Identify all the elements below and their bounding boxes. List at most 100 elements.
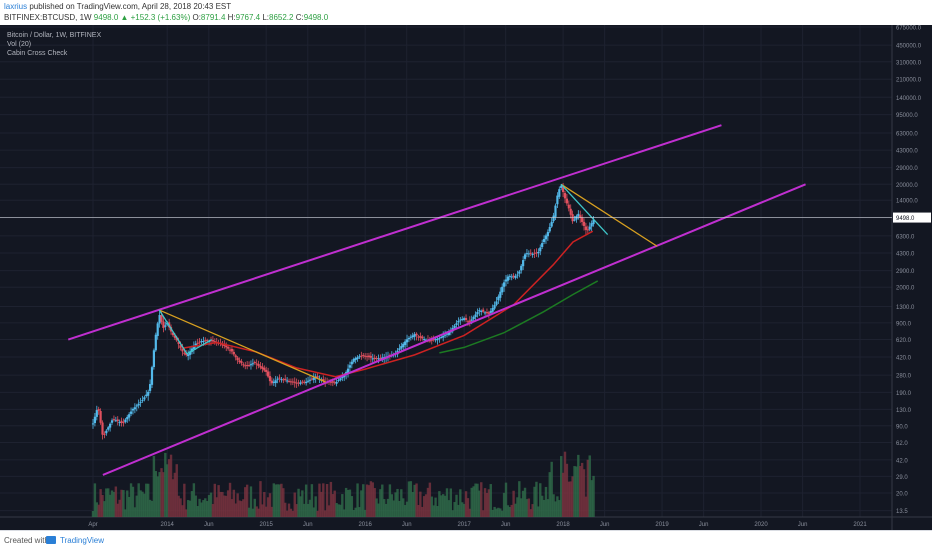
volume-bar bbox=[304, 484, 308, 517]
volume-bar bbox=[392, 500, 395, 517]
moving-average-red bbox=[181, 230, 594, 378]
candle-body bbox=[501, 286, 504, 293]
volume-bar bbox=[95, 502, 99, 517]
volume-bar bbox=[116, 503, 119, 517]
volume-bar bbox=[331, 494, 335, 517]
candle-body bbox=[499, 291, 502, 298]
price-tick-label: 2000.0 bbox=[896, 286, 915, 292]
volume-bar bbox=[371, 482, 374, 517]
candle-body bbox=[365, 356, 369, 358]
volume-bar bbox=[99, 489, 102, 517]
chart-area[interactable]: 675000.0 450000.0 310000.0 210000.0 140000.0… bbox=[0, 25, 932, 530]
volume-bar bbox=[204, 498, 207, 517]
volume-bar bbox=[424, 494, 428, 517]
volume-bar bbox=[276, 484, 279, 517]
volume-bar bbox=[580, 462, 584, 517]
candle-body bbox=[546, 231, 549, 237]
volume-bar bbox=[459, 489, 462, 517]
volume-bar bbox=[160, 468, 163, 517]
volume-bar bbox=[369, 481, 373, 517]
candle-body bbox=[238, 360, 241, 363]
volume-bar bbox=[145, 483, 148, 517]
price-tick-label: 140000.0 bbox=[896, 96, 922, 102]
volume-bar bbox=[381, 484, 384, 517]
volume-bar bbox=[518, 481, 521, 517]
candle-body bbox=[284, 378, 287, 380]
volume-bar bbox=[527, 498, 531, 517]
candle-body bbox=[373, 357, 376, 360]
volume-bar bbox=[521, 490, 525, 517]
volume-bar bbox=[312, 507, 315, 517]
candle-body bbox=[584, 226, 588, 230]
candle-body bbox=[196, 342, 199, 344]
volume-bar bbox=[274, 484, 277, 517]
volume-bar bbox=[209, 492, 213, 517]
volume-bar bbox=[356, 483, 359, 517]
volume-bar bbox=[190, 491, 194, 517]
last-price-badge bbox=[893, 212, 931, 223]
channel-upper-line bbox=[67, 124, 722, 341]
candle-body bbox=[485, 311, 489, 314]
candle-body bbox=[331, 381, 334, 383]
candle-body bbox=[293, 381, 296, 383]
volume-bar bbox=[114, 486, 118, 517]
candle-body bbox=[179, 345, 182, 348]
candle-body bbox=[360, 355, 363, 357]
volume-bar bbox=[563, 451, 567, 517]
candle-body bbox=[171, 332, 175, 336]
candle-body bbox=[535, 252, 538, 254]
candle-body bbox=[497, 296, 500, 301]
tradingview-brand[interactable]: TradingView bbox=[60, 536, 105, 545]
tradingview-logo-icon[interactable] bbox=[46, 536, 56, 544]
candle-body bbox=[107, 427, 110, 430]
candle-body bbox=[287, 380, 291, 382]
price-tick-label: 29.0 bbox=[896, 475, 908, 481]
volume-bar bbox=[508, 506, 512, 517]
volume-bar bbox=[500, 510, 504, 517]
candle-body bbox=[103, 433, 106, 435]
price-chart-svg[interactable]: 675000.0 450000.0 310000.0 210000.0 140000.0… bbox=[0, 25, 932, 530]
volume-bar bbox=[537, 506, 540, 517]
volume-bar bbox=[443, 495, 447, 517]
candle-body bbox=[348, 365, 352, 368]
volume-bar bbox=[348, 489, 352, 517]
candle-body bbox=[268, 376, 272, 382]
volume-bar bbox=[559, 456, 563, 517]
candle-body bbox=[225, 345, 228, 348]
volume-bar bbox=[438, 491, 441, 517]
volume-bar bbox=[573, 466, 576, 517]
candle-body bbox=[375, 357, 378, 359]
candle-body bbox=[152, 350, 156, 367]
candle-body bbox=[377, 358, 380, 360]
candle-body bbox=[561, 185, 565, 193]
trendline-2018-bear bbox=[560, 183, 658, 247]
volume-bar bbox=[588, 455, 591, 517]
volume-bar bbox=[323, 510, 327, 517]
candle-body bbox=[137, 403, 140, 406]
candle-body bbox=[436, 338, 439, 341]
candle-body bbox=[190, 348, 194, 352]
time-tick-label: Jun bbox=[204, 522, 214, 528]
candle-body bbox=[352, 358, 355, 362]
volume-bar bbox=[112, 491, 116, 517]
candle-body bbox=[257, 363, 260, 366]
volume-bar bbox=[183, 483, 186, 517]
candle-body bbox=[333, 382, 336, 384]
volume-bar bbox=[510, 504, 513, 517]
volume-bar bbox=[411, 492, 414, 517]
candle-body bbox=[592, 219, 595, 225]
time-tick-label: 2019 bbox=[655, 522, 669, 528]
candle-body bbox=[556, 195, 559, 205]
volume-bar bbox=[451, 510, 454, 517]
candle-body bbox=[531, 253, 534, 255]
legend-volume: Vol (20) bbox=[7, 41, 32, 48]
candle-body bbox=[506, 276, 510, 281]
volume-bar bbox=[462, 503, 466, 517]
author-link[interactable]: laxrius bbox=[4, 2, 28, 11]
volume-bar bbox=[124, 509, 127, 517]
candle-body bbox=[563, 192, 567, 199]
price-tick-label: 675000.0 bbox=[896, 26, 922, 32]
candle-body bbox=[133, 407, 136, 410]
time-tick-label: Jun bbox=[798, 522, 808, 528]
volume-bar bbox=[297, 488, 300, 517]
